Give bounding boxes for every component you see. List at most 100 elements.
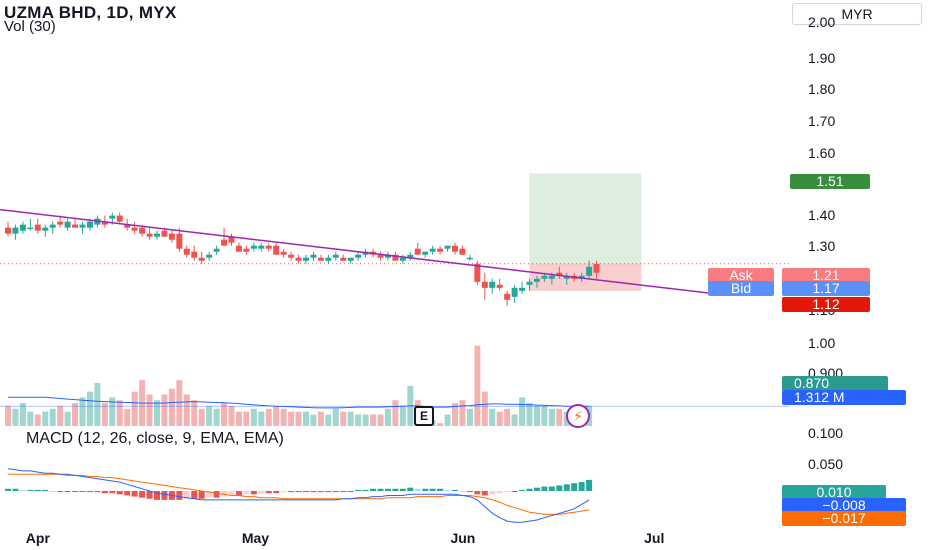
candle-body [295,257,302,261]
time-tick: Jul [644,530,665,546]
lightning-icon[interactable]: ⚡ [566,404,590,428]
volume-ma-line [8,396,590,409]
candle-body [303,257,309,261]
macd-histogram-bar [399,488,406,491]
volume-bar [124,408,131,426]
volume-bar [355,414,362,426]
stop-zone [529,263,642,291]
macd-histogram-bar [310,491,317,493]
macd-histogram-bar [288,491,295,493]
volume-bar [519,397,526,426]
macd-histogram-bar [109,491,116,494]
volume-bar [511,414,518,426]
volume-bar [5,405,11,426]
macd-histogram-bar [519,489,526,491]
candle-body [139,227,146,234]
macd-histogram-bar [340,491,347,492]
macd-histogram-bar [86,491,93,493]
bid-label-tag: Bid [708,281,774,296]
macd-histogram-bar [571,483,578,491]
earnings-marker[interactable]: E [414,406,434,426]
macd-histogram-bar [511,491,518,492]
candle-body [355,254,362,258]
candle-body [593,263,600,273]
volume-bar [176,380,183,426]
macd-histogram-bar [265,491,272,494]
candle-body [12,227,19,234]
candle-body [347,257,354,261]
macd-histogram-bar [384,488,391,491]
currency-button[interactable]: MYR [792,3,922,25]
candle-body [27,227,34,230]
symbol-title: UZMA BHD, 1D, MYX [4,3,177,22]
candle-body [101,221,108,225]
signal-line [8,473,590,515]
candle-body [496,284,503,288]
volume-bar [392,400,399,426]
volume-bar [19,403,26,426]
macd-histogram-bar [19,489,26,491]
candle-body [541,275,548,279]
macd-histogram-bar [154,491,160,500]
macd-histogram-bar [563,484,570,491]
candle-body [459,248,466,255]
histogram-value-tag: −0.017 [782,511,906,526]
macd-histogram-bar [258,491,265,494]
macd-histogram-bar [131,491,138,497]
volume-bar [42,411,49,426]
macd-histogram-bar [57,491,64,492]
candle-body [332,254,339,258]
candle-body [489,281,496,288]
earnings-marker-label: E [419,409,428,423]
candle-body [79,224,86,228]
volume-bar [310,414,317,426]
volume-bar [556,408,563,426]
price-tick: 1.70 [808,113,836,129]
volume-bar [221,403,228,426]
candle-body [548,275,555,279]
candle-body [384,254,391,258]
volume-bar [303,411,309,426]
macd-histogram-bar [370,488,377,491]
volume-bar [541,405,548,426]
price-tick: 1.60 [808,145,836,161]
volume-bar [131,391,138,426]
volume-bar [228,405,235,426]
macd-histogram-bar [5,488,11,491]
candle-body [273,245,280,255]
volume-bar [370,414,377,426]
candle-body [34,224,41,231]
volume-bar [325,414,332,426]
volume-bar [243,411,250,426]
volume-bar [265,408,272,426]
macd-histogram-bar [466,491,473,493]
macd-histogram-bar [221,491,228,497]
volume-bar [399,405,406,426]
macd-histogram-bar [504,491,511,493]
candle-body [556,272,563,276]
macd-histogram-bar [228,491,235,496]
macd-histogram-bar [42,489,49,491]
macd-histogram-bar [213,491,220,498]
candle-body [42,227,49,231]
macd-histogram-bar [392,488,399,491]
volume-bar [496,411,503,426]
volume-bar [101,403,108,426]
candle-body [198,257,205,261]
candle-body [72,224,79,228]
macd-histogram-bar [496,491,503,494]
volume-bar [57,405,64,426]
macd-histogram-bar [541,486,548,491]
macd-histogram-bar [578,482,585,491]
candle-body [191,251,198,258]
candle-body [57,221,64,225]
volume-bar [12,408,19,426]
candle-body [280,251,287,255]
volume-bar [444,414,451,426]
candle-body [86,221,93,228]
macd-histogram-bar [489,491,496,495]
candle-body [377,254,384,258]
macd-histogram-bar [64,491,71,492]
price-tick: 0.100 [808,425,844,441]
